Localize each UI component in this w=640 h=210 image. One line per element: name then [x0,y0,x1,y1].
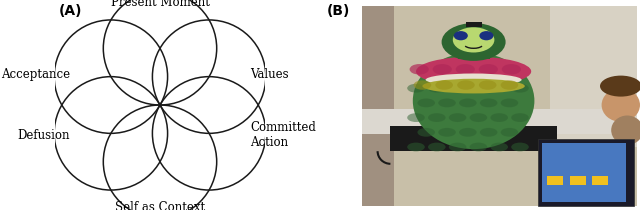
Ellipse shape [410,64,429,75]
Ellipse shape [438,128,456,137]
Ellipse shape [459,98,477,107]
Ellipse shape [500,98,518,107]
Ellipse shape [600,76,640,97]
Ellipse shape [456,64,475,75]
Ellipse shape [433,64,452,75]
Ellipse shape [459,128,477,137]
Ellipse shape [438,98,456,107]
Bar [592,176,608,185]
Text: Defusion: Defusion [17,129,70,142]
Text: Acceptance: Acceptance [1,68,70,81]
Ellipse shape [407,143,425,151]
Ellipse shape [500,80,518,90]
Bar [570,176,586,185]
Ellipse shape [407,84,425,93]
Ellipse shape [470,143,487,151]
Ellipse shape [442,23,506,61]
Bar [362,6,637,206]
Text: Self as Context: Self as Context [115,201,205,210]
Ellipse shape [435,80,453,90]
Ellipse shape [511,84,529,93]
Bar [362,109,637,134]
Text: (A): (A) [60,4,83,18]
Bar [362,6,394,206]
Ellipse shape [511,143,529,151]
Ellipse shape [426,74,522,86]
Ellipse shape [428,143,445,151]
Bar [547,176,563,185]
Ellipse shape [611,116,640,145]
Circle shape [454,31,468,40]
Circle shape [479,31,493,40]
Ellipse shape [413,80,431,90]
Bar [543,143,626,202]
Ellipse shape [422,79,525,93]
Ellipse shape [479,80,497,90]
Ellipse shape [480,98,497,107]
Text: Present Moment: Present Moment [111,0,209,9]
Bar [466,22,482,27]
Ellipse shape [490,143,508,151]
Text: (B): (B) [326,4,350,18]
Text: Values: Values [250,68,289,81]
Ellipse shape [407,113,425,122]
Ellipse shape [457,80,475,90]
Ellipse shape [449,143,467,151]
Ellipse shape [428,113,445,122]
Ellipse shape [470,113,487,122]
Ellipse shape [511,113,529,122]
Ellipse shape [449,84,467,93]
Ellipse shape [480,128,497,137]
Ellipse shape [453,27,495,52]
Ellipse shape [470,84,487,93]
Ellipse shape [502,64,521,75]
Ellipse shape [417,98,435,107]
Ellipse shape [479,64,498,75]
Ellipse shape [449,113,467,122]
Ellipse shape [500,128,518,137]
Polygon shape [538,139,634,206]
Bar [543,143,626,202]
Text: Committed
Action: Committed Action [250,121,316,150]
Bar [550,6,637,147]
Ellipse shape [490,113,508,122]
Ellipse shape [602,88,640,122]
Ellipse shape [416,57,531,86]
Ellipse shape [413,52,534,149]
Ellipse shape [417,128,435,137]
Ellipse shape [428,84,445,93]
Bar [390,126,557,151]
Bar [458,46,490,59]
Ellipse shape [490,84,508,93]
